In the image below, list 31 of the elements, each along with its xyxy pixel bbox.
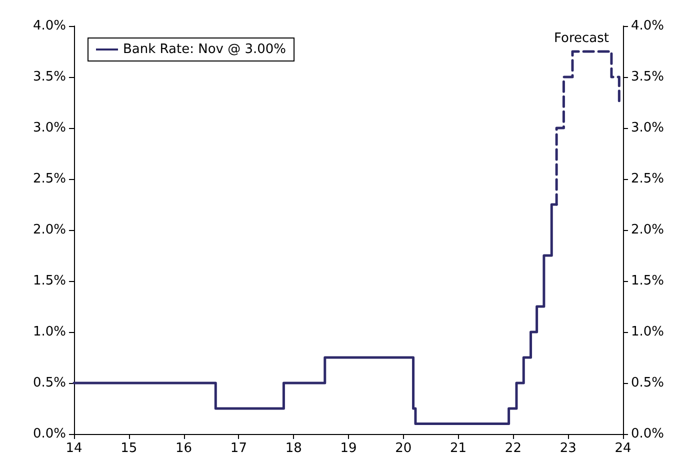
y2-tick-label: 0.5% bbox=[631, 376, 664, 390]
x-tick-label: 15 bbox=[120, 441, 138, 456]
y-tick-label: 2.0% bbox=[32, 222, 66, 238]
x-tick-label: 22 bbox=[504, 441, 522, 456]
annotation: Forecast bbox=[554, 31, 610, 46]
y2-tick-label: 2.0% bbox=[631, 222, 664, 238]
y-tick-label: 1.0% bbox=[32, 324, 66, 340]
y-tick-label: 0.5% bbox=[32, 376, 66, 390]
y2-tick-label: 3.5% bbox=[631, 70, 664, 84]
x-tick-label: 18 bbox=[285, 441, 302, 456]
y2-tick-label: 3.0% bbox=[631, 120, 664, 136]
legend-label: Bank Rate: Nov @ 3.00% bbox=[123, 42, 286, 57]
y2-tick-label: 1.0% bbox=[631, 324, 664, 340]
y-tick-label: 3.0% bbox=[32, 120, 66, 136]
y-tick-label: 0.0% bbox=[32, 426, 66, 442]
y2-tick-label: 4.0% bbox=[631, 18, 664, 34]
x-tick-label: 23 bbox=[560, 441, 576, 456]
x-tick-label: 17 bbox=[230, 441, 247, 456]
y2-tick-label: 1.5% bbox=[631, 274, 664, 288]
x-tick-label: 20 bbox=[395, 441, 412, 456]
x-tick-label: 21 bbox=[450, 441, 467, 456]
x-tick-label: 14 bbox=[66, 441, 82, 456]
y-tick-label: 3.5% bbox=[32, 70, 66, 84]
x-tick-label: 16 bbox=[176, 441, 192, 456]
x-tick-label: 24 bbox=[614, 441, 632, 456]
y2-tick-label: 0.0% bbox=[631, 426, 664, 442]
y-tick-label: 1.5% bbox=[32, 274, 66, 288]
y-tick-label: 4.0% bbox=[32, 18, 66, 34]
x-tick-label: 19 bbox=[340, 441, 357, 456]
y2-tick-label: 2.5% bbox=[631, 172, 664, 186]
y-tick-label: 2.5% bbox=[32, 172, 66, 186]
